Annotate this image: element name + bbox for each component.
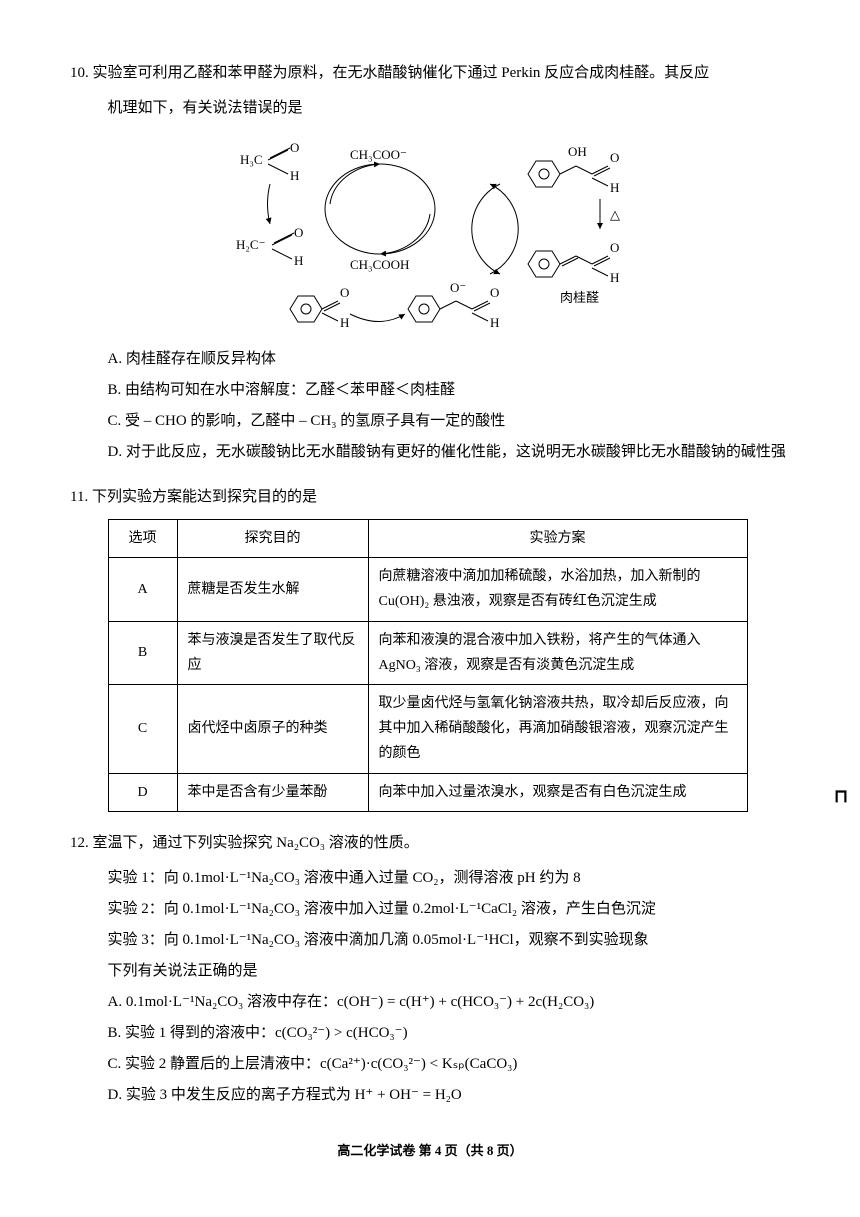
q10-option-c: C. 受 – CHO 的影响，乙醛中 – CH₃ 的氢原子具有一定的酸性 [108,408,791,435]
q11-row-d: D 苯中是否含有少量苯酚 向苯中加入过量浓溴水，观察是否有白色沉淀生成 [108,773,747,811]
heat-delta-label: △ [610,207,620,222]
q12-option-b: B. 实验 1 得到的溶液中：c(CO₃²⁻) > c(HCO₃⁻) [108,1020,791,1047]
side-mark: ⊓ [834,780,848,812]
q11-text: 下列实验方案能达到探究目的的是 [92,489,317,505]
q11-row-a: A 蔗糖是否发生水解 向蔗糖溶液中滴加加稀硫酸，水浴加热，加入新制的 Cu(OH… [108,558,747,621]
svg-text:H: H [610,180,619,195]
acetaldehyde-structure: H₃C O H [240,140,299,183]
svg-text:O: O [610,150,619,165]
q11-b-opt: B [108,621,177,684]
q11-c-scheme: 取少量卤代烃与氢氧化钠溶液共热，取冷却后反应液，向其中加入稀硝酸酸化，再滴加硝酸… [368,684,747,773]
page-footer: 高二化学试卷 第 4 页（共 8 页） [70,1139,790,1162]
q12-options: A. 0.1mol·L⁻¹Na₂CO₃ 溶液中存在：c(OH⁻) = c(H⁺)… [70,989,790,1109]
svg-text:H: H [610,270,619,285]
q11-b-purpose: 苯与液溴是否发生了取代反应 [177,621,368,684]
q12-option-a: A. 0.1mol·L⁻¹Na₂CO₃ 溶液中存在：c(OH⁻) = c(H⁺)… [108,989,791,1016]
svg-text:O: O [490,285,499,300]
q11-b-scheme: 向苯和液溴的混合液中加入铁粉，将产生的气体通入 AgNO₃ 溶液，观察是否有淡黄… [368,621,747,684]
question-10: 10. 实验室可利用乙醛和苯甲醛为原料，在无水醋酸钠催化下通过 Perkin 反… [70,60,790,466]
cinnamaldehyde-label: 肉桂醛 [560,290,599,305]
svg-text:O: O [340,285,349,300]
question-12: 12. 室温下，通过下列实验探究 Na₂CO₃ 溶液的性质。 实验 1：向 0.… [70,830,790,1109]
q11-row-b: B 苯与液溴是否发生了取代反应 向苯和液溴的混合液中加入铁粉，将产生的气体通入 … [108,621,747,684]
q12-exp2: 实验 2：向 0.1mol·L⁻¹Na₂CO₃ 溶液中加入过量 0.2mol·L… [70,896,790,923]
acetic-acid-label: CH₃COOH [350,257,409,272]
q11-number: 11. [70,489,88,505]
q10-option-b: B. 由结构可知在水中溶解度：乙醛＜苯甲醛＜肉桂醛 [108,377,791,404]
q11-th-scheme: 实验方案 [368,520,747,558]
q11-c-opt: C [108,684,177,773]
q11-th-purpose: 探究目的 [177,520,368,558]
q11-a-opt: A [108,558,177,621]
svg-text:O: O [610,240,619,255]
svg-text:OH: OH [568,144,587,159]
svg-text:H: H [294,253,303,268]
q10-number: 10. [70,65,89,81]
q11-row-c: C 卤代烃中卤原子的种类 取少量卤代烃与氢氧化钠溶液共热，取冷却后反应液，向其中… [108,684,747,773]
perkin-mechanism-svg: H₃C O H H₂C⁻ O H [190,134,670,334]
q11-a-purpose: 蔗糖是否发生水解 [177,558,368,621]
q10-text-line1: 实验室可利用乙醛和苯甲醛为原料，在无水醋酸钠催化下通过 Perkin 反应合成肉… [93,65,710,81]
q11-d-scheme: 向苯中加入过量浓溴水，观察是否有白色沉淀生成 [368,773,747,811]
question-11: 11. 下列实验方案能达到探究目的的是 选项 探究目的 实验方案 A 蔗糖是否发… [70,484,790,812]
aldol-hydroxy-structure: OH O H [528,144,619,195]
q12-exp3: 实验 3：向 0.1mol·L⁻¹Na₂CO₃ 溶液中滴加几滴 0.05mol·… [70,927,790,954]
svg-text:H₂C⁻: H₂C⁻ [236,237,265,252]
svg-text:H₃C: H₃C [240,152,263,167]
q11-stem: 11. 下列实验方案能达到探究目的的是 [70,484,790,511]
acetate-anion-label: CH₃COO⁻ [350,147,407,162]
q11-d-opt: D [108,773,177,811]
q12-option-d: D. 实验 3 中发生反应的离子方程式为 H⁺ + OH⁻ = H₂O [108,1082,791,1109]
q10-mechanism-diagram: H₃C O H H₂C⁻ O H [190,134,670,334]
svg-text:H: H [340,315,349,330]
svg-text:O: O [290,140,299,155]
q10-option-d: D. 对于此反应，无水碳酸钠比无水醋酸钠有更好的催化性能，这说明无水碳酸钾比无水… [108,439,791,466]
q12-stem: 12. 室温下，通过下列实验探究 Na₂CO₃ 溶液的性质。 [70,830,790,857]
q12-option-c: C. 实验 2 静置后的上层清液中：c(Ca²⁺)·c(CO₃²⁻) < Kₛₚ… [108,1051,791,1078]
q12-prompt: 下列有关说法正确的是 [70,958,790,985]
q12-text: 室温下，通过下列实验探究 Na₂CO₃ 溶液的性质。 [93,835,419,851]
q11-d-purpose: 苯中是否含有少量苯酚 [177,773,368,811]
q10-options: A. 肉桂醛存在顺反异构体 B. 由结构可知在水中溶解度：乙醛＜苯甲醛＜肉桂醛 … [70,346,790,466]
svg-text:H: H [290,168,299,183]
aldol-alkoxide-structure: O⁻ O H [408,280,499,330]
q12-number: 12. [70,835,89,851]
q11-a-scheme: 向蔗糖溶液中滴加加稀硫酸，水浴加热，加入新制的 Cu(OH)₂ 悬浊液，观察是否… [368,558,747,621]
q12-exp1: 实验 1：向 0.1mol·L⁻¹Na₂CO₃ 溶液中通入过量 CO₂，测得溶液… [70,865,790,892]
enolate-structure: H₂C⁻ O H [236,225,303,268]
benzaldehyde-structure: O H [290,285,349,330]
svg-text:O: O [294,225,303,240]
q11-table: 选项 探究目的 实验方案 A 蔗糖是否发生水解 向蔗糖溶液中滴加加稀硫酸，水浴加… [108,519,748,812]
q11-table-header-row: 选项 探究目的 实验方案 [108,520,747,558]
q10-option-a: A. 肉桂醛存在顺反异构体 [108,346,791,373]
cinnamaldehyde-structure: O H [528,240,619,285]
q11-c-purpose: 卤代烃中卤原子的种类 [177,684,368,773]
q10-stem: 10. 实验室可利用乙醛和苯甲醛为原料，在无水醋酸钠催化下通过 Perkin 反… [70,60,790,87]
svg-text:H: H [490,315,499,330]
svg-text:O⁻: O⁻ [450,280,466,295]
q11-th-option: 选项 [108,520,177,558]
q10-text-line2: 机理如下，有关说法错误的是 [70,95,790,122]
